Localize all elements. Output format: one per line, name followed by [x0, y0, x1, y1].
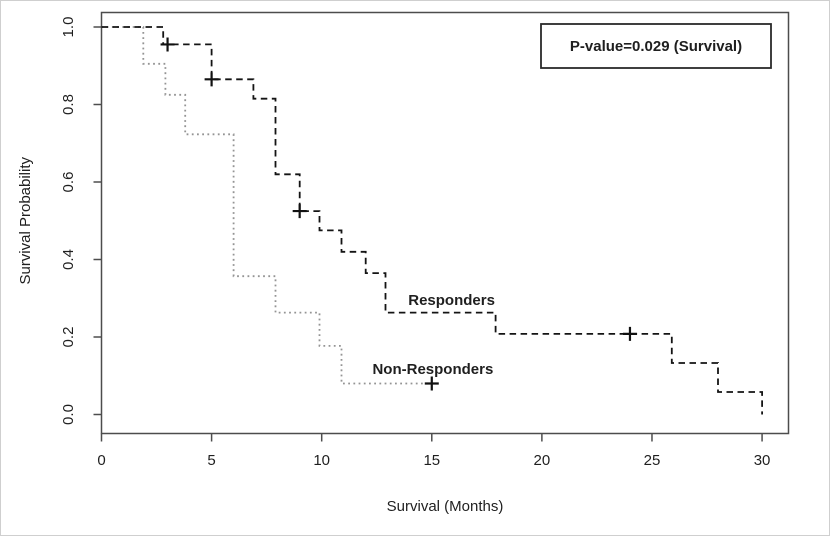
- responders-censor-mark: [622, 326, 637, 341]
- x-tick-label: 0: [97, 452, 105, 469]
- y-tick-label: 0.0: [60, 404, 77, 425]
- y-axis-title: Survival Probability: [17, 156, 34, 284]
- x-tick-label: 20: [534, 452, 551, 469]
- responders-censor-mark: [204, 72, 219, 87]
- pvalue-box: [540, 23, 772, 69]
- x-tick-label: 5: [207, 452, 215, 469]
- y-tick-label: 1.0: [60, 17, 77, 38]
- y-tick-label: 0.4: [60, 249, 77, 270]
- responders-curve: [101, 26, 763, 415]
- y-tick-label: 0.8: [60, 94, 77, 115]
- responders-label: Responders: [408, 292, 495, 309]
- plot-box: [100, 11, 790, 435]
- responders-censor-mark: [292, 204, 307, 219]
- y-tick-label: 0.2: [60, 327, 77, 348]
- x-tick-label: 15: [423, 452, 440, 469]
- x-axis-title: Survival (Months): [387, 498, 504, 515]
- pvalue-text: P-value=0.029 (Survival): [570, 38, 742, 55]
- x-tick-label: 30: [754, 452, 771, 469]
- x-tick-label: 25: [644, 452, 661, 469]
- responders-censor-mark: [160, 37, 175, 52]
- y-tick-label: 0.6: [60, 172, 77, 193]
- non-responders-label: Non-Responders: [372, 361, 493, 378]
- x-tick-label: 10: [313, 452, 330, 469]
- non-responders-curve: [101, 26, 439, 385]
- non-responders-censor-mark: [424, 376, 439, 391]
